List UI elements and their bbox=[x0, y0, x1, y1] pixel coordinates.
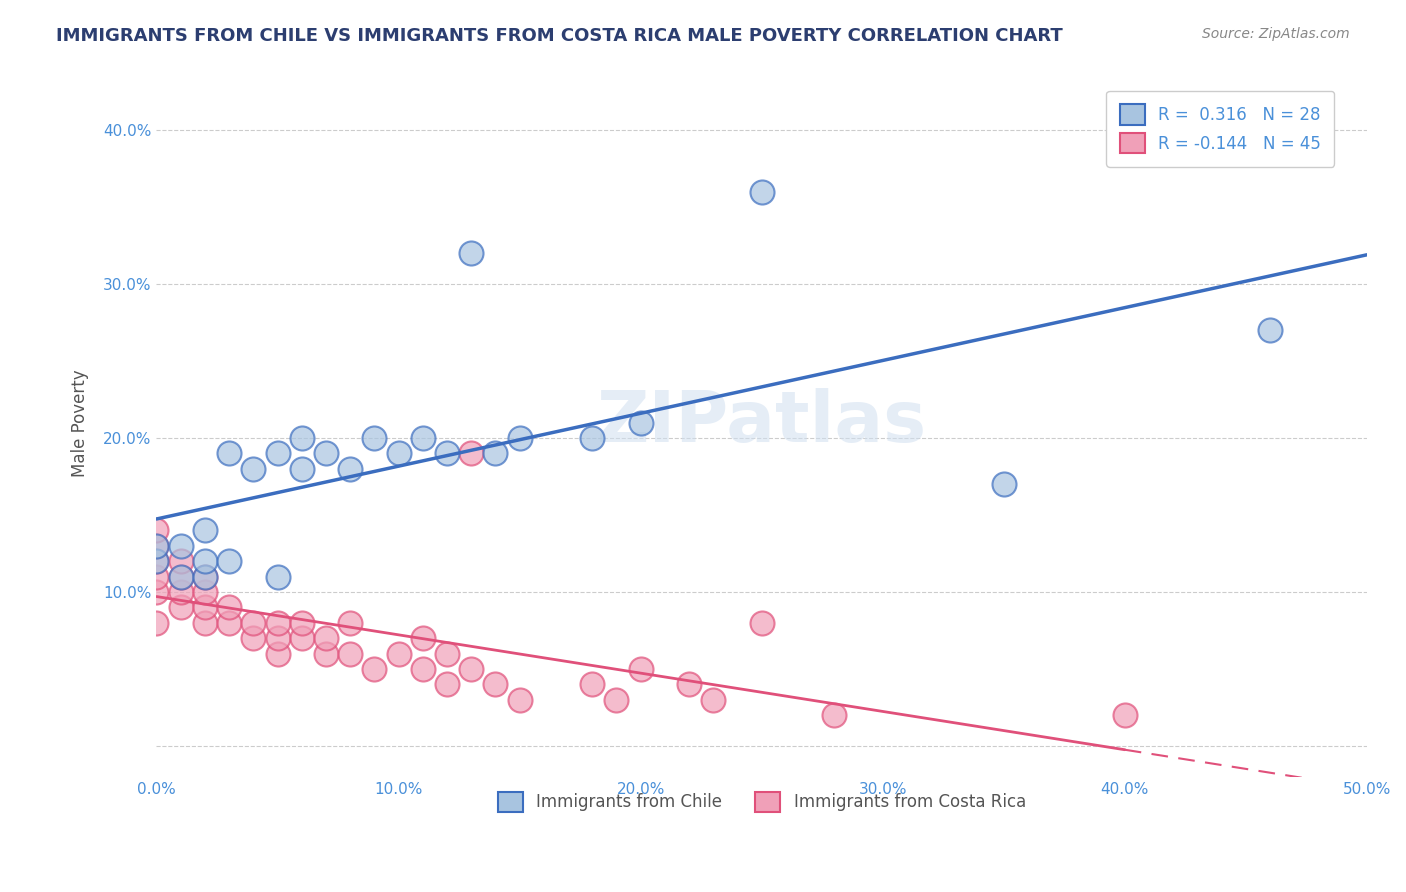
Text: ZIPatlas: ZIPatlas bbox=[596, 388, 927, 458]
Point bbox=[509, 431, 531, 445]
Point bbox=[170, 585, 193, 599]
Point bbox=[145, 554, 167, 568]
Point bbox=[339, 615, 361, 630]
Point bbox=[218, 446, 240, 460]
Point bbox=[605, 693, 627, 707]
Point bbox=[218, 554, 240, 568]
Point bbox=[484, 446, 506, 460]
Point bbox=[170, 539, 193, 553]
Point bbox=[581, 677, 603, 691]
Point bbox=[436, 446, 458, 460]
Point bbox=[170, 570, 193, 584]
Point bbox=[145, 539, 167, 553]
Point bbox=[266, 632, 288, 646]
Point bbox=[363, 431, 385, 445]
Point bbox=[266, 615, 288, 630]
Point bbox=[363, 662, 385, 676]
Point bbox=[145, 570, 167, 584]
Point bbox=[823, 708, 845, 723]
Point bbox=[993, 477, 1015, 491]
Point bbox=[339, 647, 361, 661]
Point bbox=[412, 632, 434, 646]
Point bbox=[581, 431, 603, 445]
Point bbox=[630, 662, 652, 676]
Point bbox=[291, 462, 314, 476]
Point bbox=[194, 524, 217, 538]
Point bbox=[460, 246, 482, 260]
Point bbox=[218, 615, 240, 630]
Point bbox=[1114, 708, 1136, 723]
Point bbox=[436, 677, 458, 691]
Point bbox=[436, 647, 458, 661]
Point bbox=[242, 632, 264, 646]
Point bbox=[266, 647, 288, 661]
Point bbox=[678, 677, 700, 691]
Point bbox=[194, 570, 217, 584]
Point bbox=[387, 647, 409, 661]
Point bbox=[194, 615, 217, 630]
Point bbox=[266, 446, 288, 460]
Point bbox=[145, 554, 167, 568]
Point bbox=[315, 446, 337, 460]
Point bbox=[751, 615, 773, 630]
Point bbox=[484, 677, 506, 691]
Point bbox=[242, 615, 264, 630]
Point bbox=[145, 524, 167, 538]
Point bbox=[291, 431, 314, 445]
Point bbox=[387, 446, 409, 460]
Point bbox=[194, 600, 217, 615]
Point bbox=[315, 632, 337, 646]
Point bbox=[339, 462, 361, 476]
Point bbox=[412, 431, 434, 445]
Point bbox=[242, 462, 264, 476]
Point bbox=[218, 600, 240, 615]
Point bbox=[702, 693, 724, 707]
Point bbox=[194, 570, 217, 584]
Point bbox=[194, 585, 217, 599]
Point bbox=[315, 647, 337, 661]
Point bbox=[751, 185, 773, 199]
Point bbox=[460, 662, 482, 676]
Point bbox=[194, 554, 217, 568]
Text: Source: ZipAtlas.com: Source: ZipAtlas.com bbox=[1202, 27, 1350, 41]
Legend: Immigrants from Chile, Immigrants from Costa Rica: Immigrants from Chile, Immigrants from C… bbox=[484, 778, 1039, 825]
Text: IMMIGRANTS FROM CHILE VS IMMIGRANTS FROM COSTA RICA MALE POVERTY CORRELATION CHA: IMMIGRANTS FROM CHILE VS IMMIGRANTS FROM… bbox=[56, 27, 1063, 45]
Point bbox=[266, 570, 288, 584]
Point bbox=[412, 662, 434, 676]
Point bbox=[145, 615, 167, 630]
Point bbox=[291, 615, 314, 630]
Point bbox=[460, 446, 482, 460]
Point bbox=[170, 554, 193, 568]
Point bbox=[170, 570, 193, 584]
Point bbox=[1258, 323, 1281, 337]
Point bbox=[170, 600, 193, 615]
Point bbox=[630, 416, 652, 430]
Point bbox=[291, 632, 314, 646]
Point bbox=[509, 693, 531, 707]
Point bbox=[145, 539, 167, 553]
Point bbox=[145, 585, 167, 599]
Y-axis label: Male Poverty: Male Poverty bbox=[72, 369, 89, 476]
